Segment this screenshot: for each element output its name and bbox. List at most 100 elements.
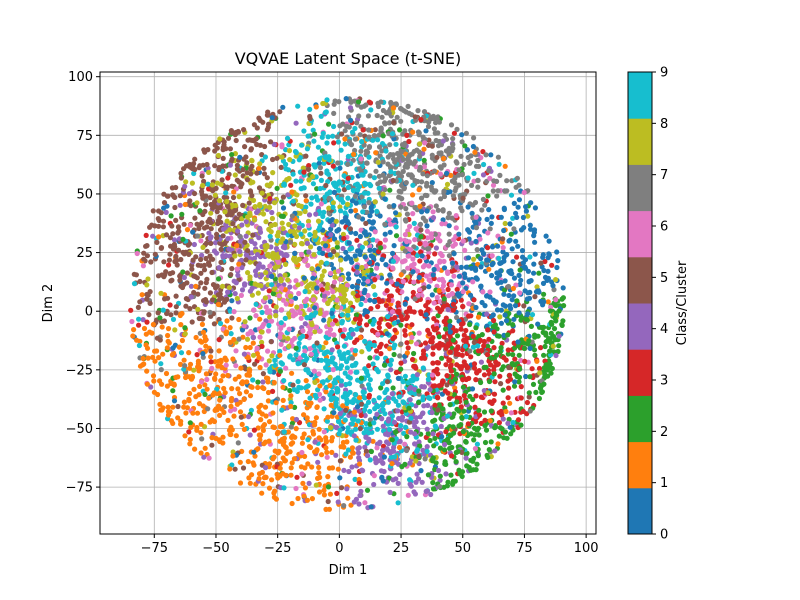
scatter-point — [329, 321, 336, 327]
scatter-point — [413, 341, 420, 347]
scatter-point — [373, 150, 379, 156]
scatter-point — [347, 454, 353, 460]
scatter-point — [466, 301, 472, 307]
scatter-point — [377, 344, 383, 350]
scatter-point — [470, 279, 476, 285]
scatter-point — [348, 502, 354, 508]
scatter-point — [183, 303, 189, 309]
scatter-point — [421, 403, 427, 409]
scatter-point — [265, 389, 272, 396]
scatter-point — [316, 470, 322, 476]
scatter-point — [430, 480, 436, 486]
scatter-point — [202, 338, 208, 344]
scatter-point — [247, 188, 253, 194]
scatter-point — [393, 210, 399, 216]
scatter-point — [286, 343, 292, 349]
scatter-point — [510, 328, 516, 334]
scatter-point — [429, 235, 435, 241]
scatter-point — [474, 441, 480, 447]
scatter-point — [294, 304, 300, 310]
scatter-point — [217, 205, 223, 211]
scatter-point — [293, 153, 299, 159]
scatter-point — [288, 182, 294, 188]
scatter-point — [341, 187, 347, 193]
scatter-point — [159, 407, 165, 413]
scatter-point — [207, 309, 213, 315]
scatter-point — [531, 270, 537, 276]
scatter-point — [448, 172, 454, 178]
scatter-point — [389, 309, 395, 315]
scatter-point — [516, 365, 522, 371]
scatter-point — [307, 116, 313, 122]
scatter-point — [352, 316, 359, 322]
scatter-point — [330, 200, 336, 206]
scatter-point — [380, 107, 386, 114]
scatter-point — [430, 431, 436, 437]
scatter-point — [515, 417, 522, 423]
scatter-point — [378, 128, 384, 134]
scatter-point — [158, 367, 164, 373]
scatter-point — [247, 259, 253, 265]
scatter-point — [161, 200, 168, 206]
scatter-point — [377, 439, 383, 445]
scatter-point — [525, 290, 531, 296]
scatter-point — [445, 307, 451, 313]
scatter-point — [391, 345, 397, 351]
scatter-point — [306, 163, 312, 169]
scatter-point — [309, 312, 315, 318]
scatter-point — [328, 226, 334, 232]
scatter-point — [345, 349, 351, 356]
scatter-point — [532, 251, 538, 257]
scatter-point — [525, 213, 531, 219]
scatter-point — [280, 205, 287, 211]
scatter-point — [497, 314, 503, 320]
scatter-point — [441, 188, 447, 195]
scatter-point — [343, 215, 349, 221]
scatter-point — [336, 187, 342, 193]
scatter-point — [184, 227, 191, 233]
scatter-point — [173, 374, 179, 380]
scatter-point — [329, 347, 335, 353]
scatter-point — [498, 307, 504, 313]
scatter-point — [453, 459, 459, 465]
scatter-point — [380, 407, 386, 413]
scatter-point — [233, 137, 239, 144]
scatter-point — [518, 317, 524, 323]
scatter-point — [238, 292, 244, 298]
scatter-point — [512, 371, 518, 377]
scatter-point — [458, 321, 465, 327]
scatter-point — [511, 383, 518, 389]
scatter-point — [305, 218, 312, 224]
scatter-point — [302, 348, 308, 354]
scatter-point — [285, 449, 291, 455]
scatter-point — [325, 179, 331, 185]
scatter-point — [470, 344, 476, 350]
scatter-point — [347, 226, 353, 232]
scatter-point — [249, 193, 255, 199]
scatter-point — [240, 379, 246, 385]
scatter-point — [240, 167, 246, 173]
scatter-point — [236, 374, 242, 380]
scatter-point — [279, 220, 285, 226]
scatter-point — [487, 294, 493, 300]
scatter-point — [320, 130, 326, 136]
scatter-point — [144, 243, 150, 249]
scatter-point — [198, 421, 204, 427]
scatter-point — [417, 241, 423, 247]
scatter-point — [327, 218, 333, 224]
scatter-point — [209, 442, 215, 448]
scatter-point — [200, 403, 206, 409]
scatter-point — [488, 355, 494, 361]
scatter-point — [435, 407, 441, 413]
scatter-point — [342, 136, 348, 142]
scatter-point — [259, 490, 265, 496]
scatter-point — [280, 213, 286, 219]
scatter-point — [256, 235, 262, 241]
scatter-point — [248, 171, 254, 177]
scatter-point — [266, 253, 272, 259]
scatter-point — [487, 226, 493, 232]
scatter-point — [181, 221, 187, 227]
scatter-point — [456, 408, 462, 414]
scatter-point — [491, 371, 497, 377]
scatter-point — [292, 295, 299, 301]
